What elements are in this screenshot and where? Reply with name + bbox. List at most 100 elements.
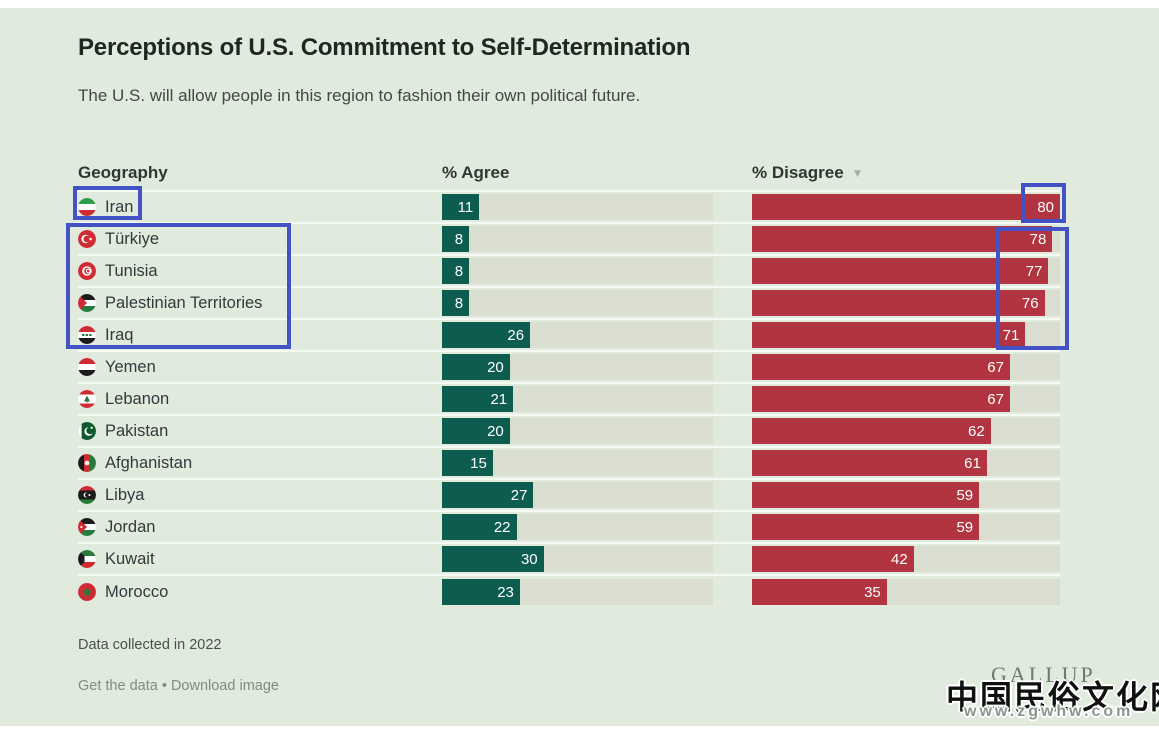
- country-label: Lebanon: [105, 389, 170, 408]
- agree-bar-track: 26: [442, 322, 713, 348]
- disagree-bar-track: 62: [752, 418, 1060, 444]
- column-header-agree[interactable]: % Agree: [442, 163, 510, 182]
- download-image-link[interactable]: Download image: [170, 678, 279, 694]
- agree-value: 8: [454, 230, 464, 248]
- kuwait-flag-icon: [78, 550, 96, 568]
- agree-value: 22: [493, 518, 511, 536]
- disagree-bar-track: 35: [752, 579, 1060, 605]
- agree-bar-track: 27: [442, 482, 713, 508]
- geography-cell: Jordan: [78, 518, 442, 537]
- agree-value: 8: [454, 294, 464, 312]
- annotation-box-turkiye-to-iraq-disagree-values: [996, 227, 1069, 350]
- agree-bar-track: 20: [442, 418, 713, 444]
- agree-bar-track: 20: [442, 354, 713, 380]
- disagree-bar-track: 67: [752, 386, 1060, 412]
- agree-bar-track: 30: [442, 546, 713, 572]
- geography-cell: Palestinian Territories: [78, 294, 442, 313]
- agree-bar: 8: [442, 226, 470, 252]
- tunisia-flag-icon: [78, 262, 96, 280]
- watermark-site-name: 中国民俗文化网: [946, 678, 1159, 716]
- chart-title: Perceptions of U.S. Commitment to Self-D…: [78, 34, 691, 61]
- country-label: Iran: [105, 197, 134, 216]
- disagree-value: 42: [891, 550, 908, 568]
- agree-value: 20: [487, 422, 504, 440]
- table-row: Lebanon 21 67: [78, 384, 1060, 416]
- column-header-geography[interactable]: Geography: [78, 163, 168, 182]
- geography-cell: Iraq: [78, 326, 442, 345]
- agree-bar: 21: [442, 386, 514, 412]
- geography-cell: Yemen: [78, 358, 442, 377]
- disagree-bar: 61: [752, 450, 987, 476]
- disagree-value: 62: [968, 422, 985, 440]
- annotation-box-iran-disagree-value: [1021, 183, 1066, 223]
- disagree-bar: 35: [752, 579, 887, 605]
- geography-cell: Morocco: [78, 583, 442, 602]
- chart-subtitle: The U.S. will allow people in this regio…: [78, 86, 641, 105]
- gallup-logo: GALLUP: [991, 662, 1096, 687]
- annotation-box-iran-row: [73, 186, 142, 220]
- table-header: Geography % Agree % Disagree ▼: [78, 160, 1060, 186]
- country-label: Palestinian Territories: [105, 293, 263, 312]
- agree-bar: 23: [442, 579, 520, 605]
- agree-value: 21: [490, 390, 508, 408]
- disagree-value: 59: [956, 486, 974, 504]
- table-row: Kuwait 30 42: [78, 544, 1060, 576]
- disagree-bar: 80: [752, 194, 1060, 220]
- disagree-value: 77: [1025, 262, 1043, 280]
- disagree-bar: 62: [752, 418, 991, 444]
- geography-cell: Lebanon: [78, 390, 442, 409]
- agree-bar: 8: [442, 258, 470, 284]
- iran-flag-icon: [78, 198, 96, 216]
- disagree-value: 59: [956, 518, 974, 536]
- geography-cell: Türkiye: [78, 230, 442, 249]
- disagree-bar-track: 76: [752, 290, 1060, 316]
- agree-bar: 15: [442, 450, 493, 476]
- geography-cell: Libya: [78, 486, 442, 505]
- sort-descending-icon: ▼: [851, 166, 864, 180]
- disagree-bar-track: 71: [752, 322, 1060, 348]
- column-header-disagree[interactable]: % Disagree ▼: [752, 163, 864, 182]
- country-label: Iraq: [105, 325, 134, 344]
- get-the-data-link[interactable]: Get the data: [78, 678, 158, 694]
- jordan-flag-icon: [78, 518, 96, 536]
- country-label: Pakistan: [105, 421, 169, 440]
- agree-value: 11: [457, 198, 474, 216]
- country-label: Afghanistan: [105, 453, 193, 472]
- disagree-bar: 59: [752, 482, 980, 508]
- disagree-value: 76: [1021, 294, 1039, 312]
- country-label: Türkiye: [105, 229, 160, 248]
- palestine-flag-icon: [78, 294, 96, 312]
- disagree-value: 67: [987, 390, 1004, 408]
- table-row: Iraq 26 71: [78, 320, 1060, 352]
- geography-cell: Afghanistan: [78, 454, 442, 473]
- disagree-bar-track: 59: [752, 482, 1060, 508]
- agree-bar-track: 21: [442, 386, 713, 412]
- agree-bar-track: 8: [442, 226, 713, 252]
- table-row: Afghanistan 15 61: [78, 448, 1060, 480]
- table-row: Palestinian Territories 8 76: [78, 288, 1060, 320]
- agree-bar-track: 15: [442, 450, 713, 476]
- morocco-flag-icon: [78, 583, 96, 601]
- disagree-bar: 67: [752, 354, 1010, 380]
- disagree-bar: 42: [752, 546, 914, 572]
- agree-bar-track: 23: [442, 579, 713, 605]
- agree-bar: 8: [442, 290, 470, 316]
- disagree-bar-track: 59: [752, 514, 1060, 540]
- agree-bar: 20: [442, 354, 510, 380]
- data-collection-note: Data collected in 2022: [78, 637, 222, 653]
- disagree-bar-track: 42: [752, 546, 1060, 572]
- disagree-bar: 71: [752, 322, 1026, 348]
- disagree-value: 61: [964, 454, 981, 472]
- yemen-flag-icon: [78, 358, 96, 376]
- libya-flag-icon: [78, 486, 96, 504]
- disagree-bar-track: 61: [752, 450, 1060, 476]
- iraq-flag-icon: [78, 326, 96, 344]
- turkiye-flag-icon: [78, 230, 96, 248]
- lebanon-flag-icon: [78, 390, 96, 408]
- agree-bar-track: 11: [442, 194, 713, 220]
- table-row: Pakistan 20 62: [78, 416, 1060, 448]
- agree-value: 20: [487, 358, 504, 376]
- watermark-site-url: www.zgwhw.com: [964, 703, 1134, 720]
- country-label: Kuwait: [105, 549, 155, 568]
- agree-bar-track: 22: [442, 514, 713, 540]
